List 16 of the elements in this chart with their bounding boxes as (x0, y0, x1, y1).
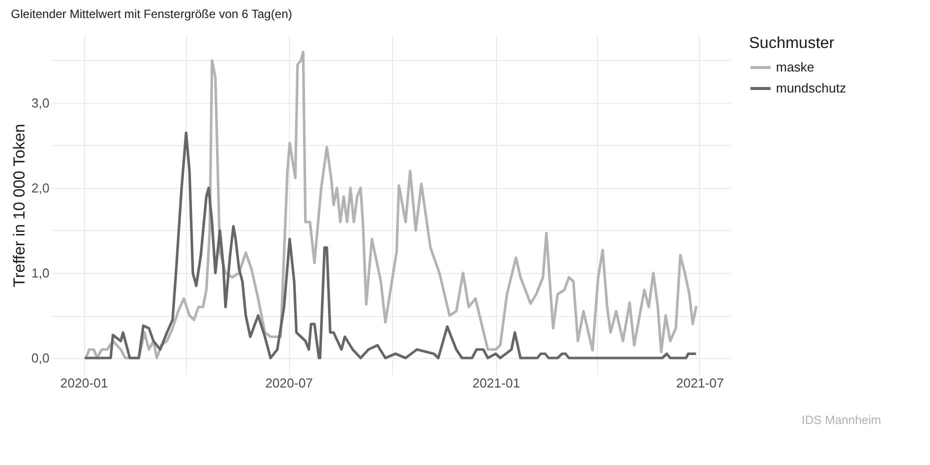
x-tick-label: 2020-07 (265, 376, 313, 390)
legend-label: mundschutz (776, 80, 846, 96)
chart-title: Gleitender Mittelwert mit Fenstergröße von 6 Tag(en) (10, 7, 292, 21)
y-tick-label: 0,0 (31, 350, 50, 366)
legend-label: maske (776, 60, 814, 74)
x-tick-label: 2021-07 (676, 376, 724, 390)
y-axis-title: Treffer in 10 000 Token (11, 124, 28, 288)
y-tick-label: 2,0 (31, 180, 50, 196)
line-series (84, 50, 698, 360)
legend-title: Suchmuster (749, 35, 836, 52)
y-tick-label: 3,0 (31, 96, 50, 110)
y-tick-label: 1,0 (31, 266, 50, 280)
x-tick-label: 2020-01 (60, 376, 108, 390)
x-tick-label: 2021-01 (472, 376, 520, 390)
text: IDS Mannheim (802, 413, 881, 427)
line-series (84, 131, 696, 360)
